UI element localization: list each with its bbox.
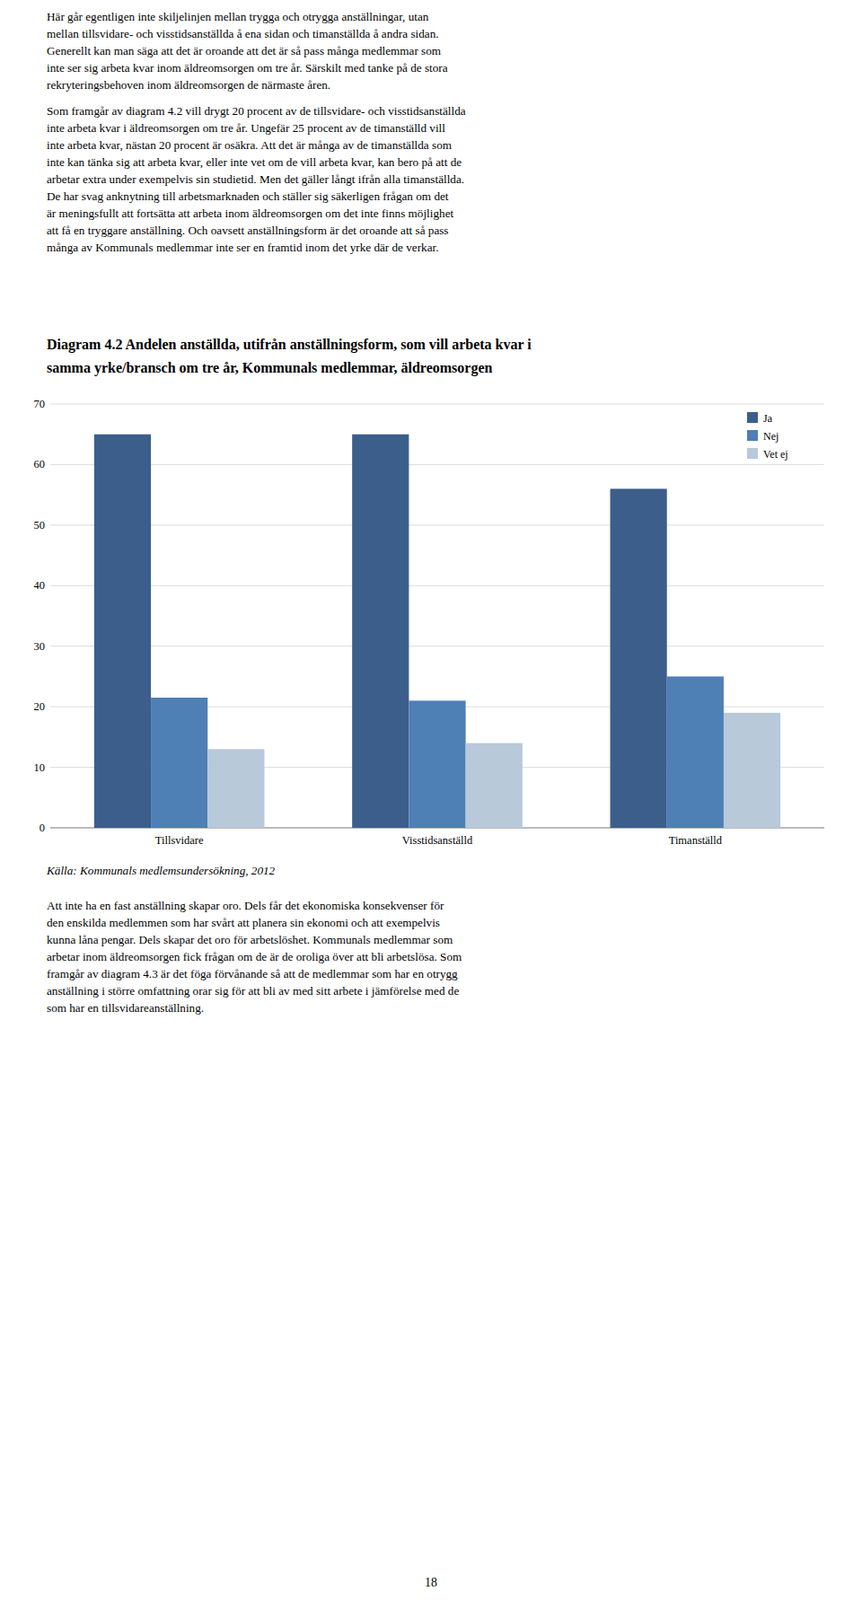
body-text: Generellt kan man säga att det är oroand… (46, 43, 442, 58)
y-tick-label: 60 (34, 457, 46, 471)
bar (466, 743, 523, 828)
body-text: inte kan tänka sig att arbeta kvar, elle… (46, 155, 462, 169)
grid-line (50, 404, 825, 405)
y-tick-label: 30 (34, 640, 46, 653)
bar (667, 676, 724, 828)
x-tick-label: Timanställd (668, 834, 723, 847)
y-tick-label: 20 (34, 700, 46, 713)
body-text: De har svag anknytning till arbetsmarkna… (46, 189, 449, 203)
body-text: framgår av diagram 4.3 är det föga förvå… (46, 967, 458, 981)
legend-swatch (747, 412, 758, 423)
chart-title: samma yrke/bransch om tre år, Kommunals … (46, 360, 493, 377)
y-tick-label: 40 (34, 579, 46, 592)
body-text: mellan tillsvidare- och visstidsanställd… (46, 26, 440, 41)
body-text: är meningsfullt att fortsätta att arbeta… (46, 206, 454, 220)
grid-line (50, 464, 825, 466)
body-text: inte arbeta kvar, nästan 20 procent är o… (46, 138, 453, 152)
chart: 0 10 20 30 40 50 60 70 Tillsvidare Visstidsanstäl… (34, 397, 826, 847)
body-text: arbetar extra under exempelvis sin studi… (46, 172, 465, 186)
grid-line (50, 645, 825, 647)
legend-label: Nej (763, 430, 779, 443)
legend-label: Ja (763, 412, 774, 425)
legend-swatch (747, 448, 758, 459)
page-number: 18 (424, 1575, 438, 1590)
legend-label: Vet ej (763, 448, 789, 461)
x-tick-label: Visstidsanställd (402, 834, 474, 847)
legend-swatch (747, 430, 758, 441)
source: Källa: Kommunals medlemsundersökning, 20… (45, 863, 276, 878)
y-tick-label: 70 (34, 397, 46, 411)
body-text: arbetar inom äldreomsorgen fick frågan o… (46, 949, 463, 964)
body-text: Att inte ha en fast anställning skapar o… (46, 898, 445, 913)
bar (150, 697, 208, 828)
chart-title: Diagram 4.2 Andelen anställda, utifrån a… (46, 336, 532, 353)
body-text: många av Kommunals medlemmar inte ser en… (46, 240, 440, 255)
bar (94, 434, 151, 828)
y-tick-label: 0 (39, 821, 45, 835)
legend: Ja Nej Vet ej (747, 412, 789, 461)
bar (207, 748, 264, 828)
x-tick-label: Tillsvidare (155, 834, 204, 847)
body-text: anställning i större omfattning orar sig… (46, 984, 459, 998)
bar (610, 488, 668, 828)
body-text: inte ser sig arbeta kvar inom äldreomsor… (46, 61, 449, 75)
body-text: att få en tryggare anställning. Och oavs… (46, 223, 449, 238)
body-text: som har en tillsvidareanställning. (46, 1001, 204, 1015)
bars (94, 434, 781, 828)
y-tick-label: 50 (34, 518, 46, 532)
page: Här går egentligen inte skiljelinjen mel… (0, 0, 862, 1600)
bar (351, 434, 409, 828)
bar (408, 700, 466, 828)
body-text: rekryteringsbehoven inom äldreomsorgen d… (46, 78, 331, 92)
body-text: den enskilda medlemmen som har svårt att… (46, 915, 440, 930)
body-text: inte arbeta kvar i äldreomsorgen om tre … (46, 121, 446, 135)
y-tick-label: 10 (34, 761, 46, 775)
grid-line (50, 585, 825, 587)
bar (723, 712, 781, 828)
grid-line (50, 524, 825, 526)
body-text: Här går egentligen inte skiljelinjen mel… (46, 9, 430, 24)
body-text: Som framgår av diagram 4.2 vill drygt 20… (46, 104, 467, 118)
body-text: kunna låna pengar. Dels skapar det oro f… (46, 932, 454, 947)
